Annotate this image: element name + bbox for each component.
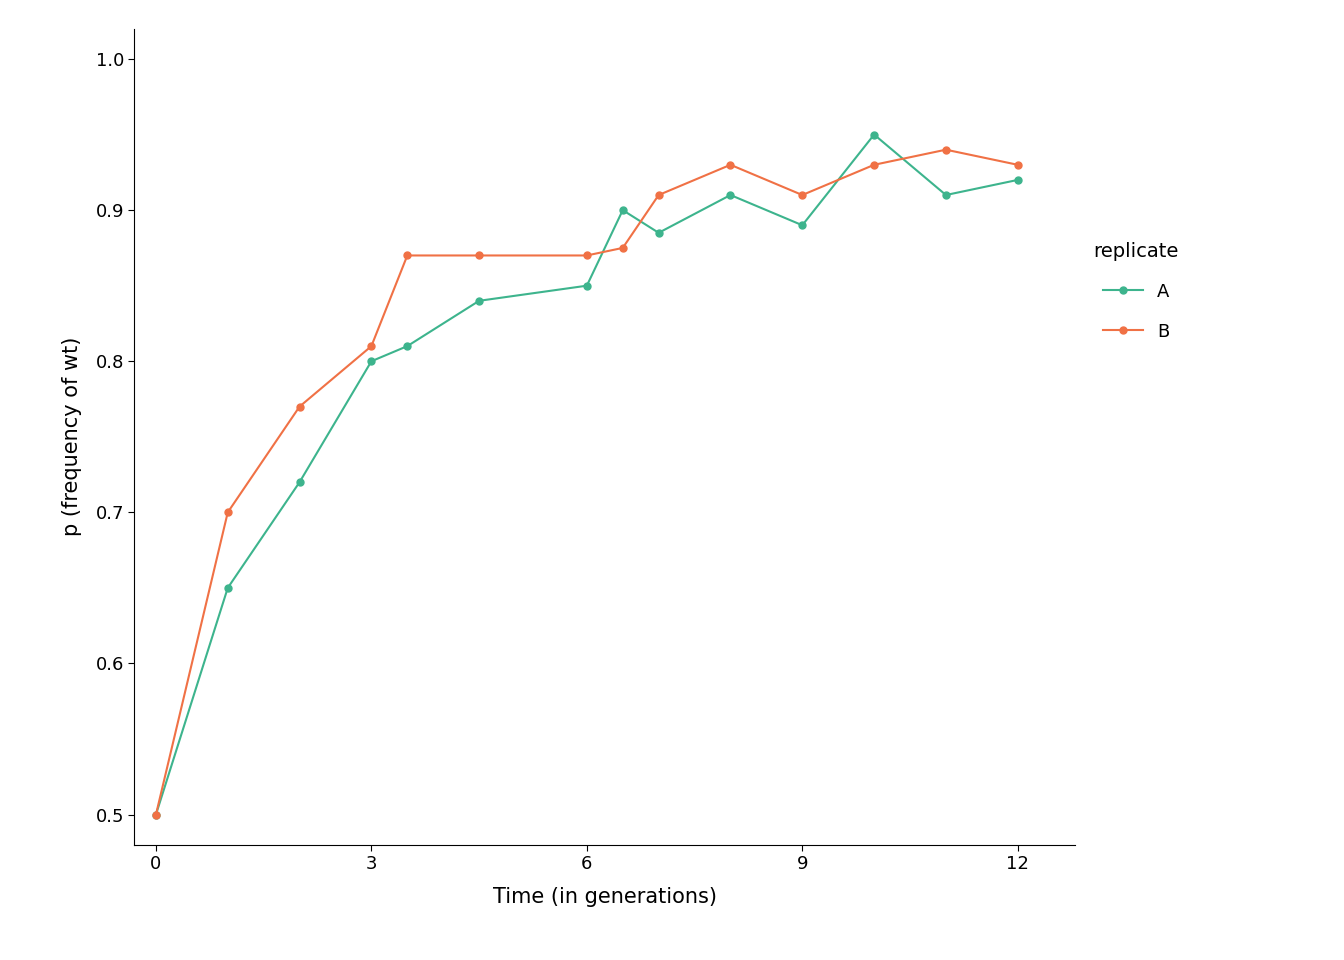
Line: A: A bbox=[152, 132, 1021, 818]
B bbox=[399, 250, 415, 261]
B bbox=[650, 189, 667, 201]
A bbox=[470, 295, 487, 306]
B bbox=[219, 507, 235, 518]
A bbox=[1009, 174, 1025, 185]
A bbox=[938, 189, 954, 201]
B bbox=[723, 159, 739, 171]
A bbox=[363, 355, 379, 367]
A bbox=[219, 582, 235, 593]
X-axis label: Time (in generations): Time (in generations) bbox=[493, 887, 716, 907]
B bbox=[938, 144, 954, 156]
B bbox=[1009, 159, 1025, 171]
A bbox=[866, 129, 882, 140]
A bbox=[614, 204, 630, 216]
B bbox=[470, 250, 487, 261]
A bbox=[650, 228, 667, 239]
Line: B: B bbox=[152, 146, 1021, 818]
B bbox=[292, 401, 308, 413]
B bbox=[866, 159, 882, 171]
B bbox=[794, 189, 810, 201]
B bbox=[579, 250, 595, 261]
B bbox=[363, 341, 379, 352]
A bbox=[579, 280, 595, 292]
A bbox=[292, 476, 308, 488]
B bbox=[614, 242, 630, 253]
Legend: A, B: A, B bbox=[1094, 242, 1179, 341]
A bbox=[148, 809, 164, 821]
B bbox=[148, 809, 164, 821]
Y-axis label: p (frequency of wt): p (frequency of wt) bbox=[62, 337, 82, 537]
A bbox=[794, 220, 810, 231]
A bbox=[399, 341, 415, 352]
A bbox=[723, 189, 739, 201]
